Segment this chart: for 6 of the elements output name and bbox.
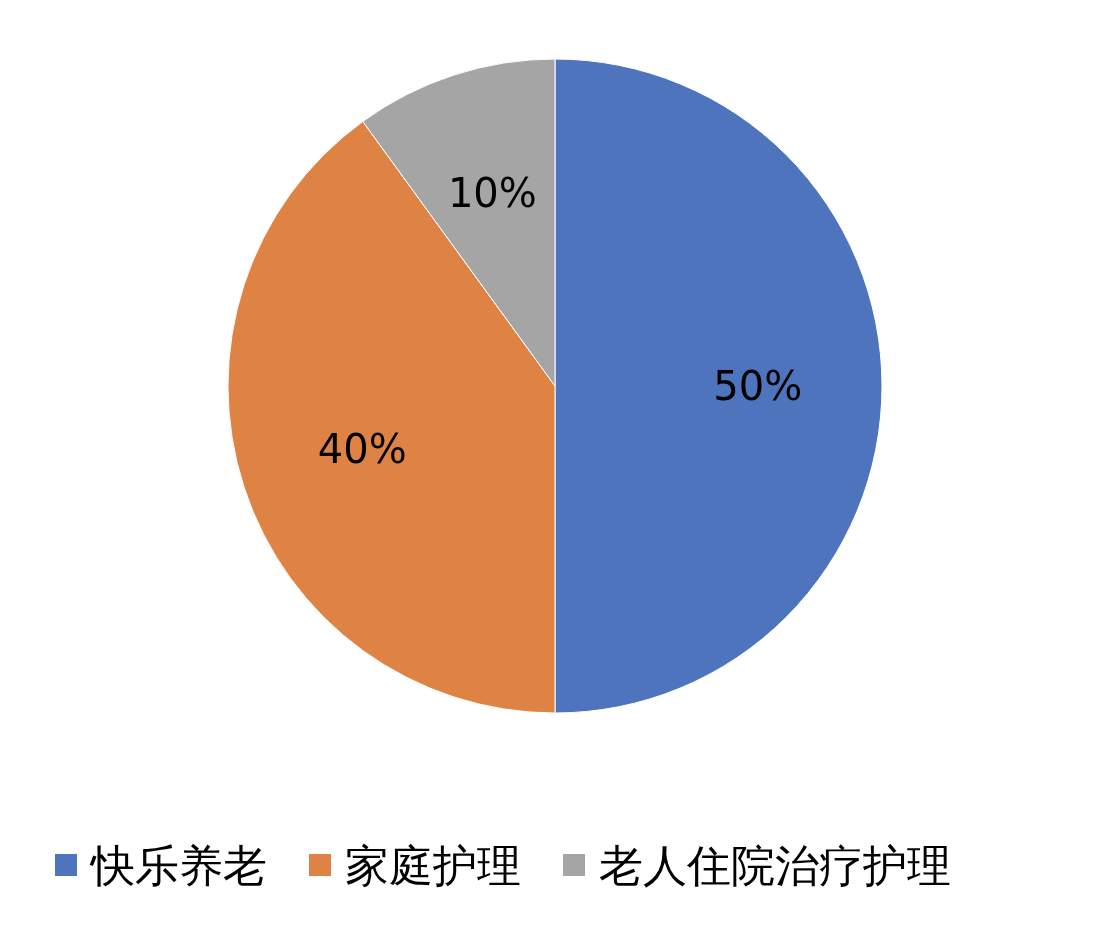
data-label: 40%: [317, 425, 407, 472]
legend-label: 老人住院治疗护理: [599, 839, 951, 891]
data-label: 10%: [447, 170, 537, 217]
legend-label: 快乐养老: [89, 839, 267, 891]
data-label: 50%: [713, 363, 803, 409]
legend-label: 家庭护理: [345, 839, 521, 891]
